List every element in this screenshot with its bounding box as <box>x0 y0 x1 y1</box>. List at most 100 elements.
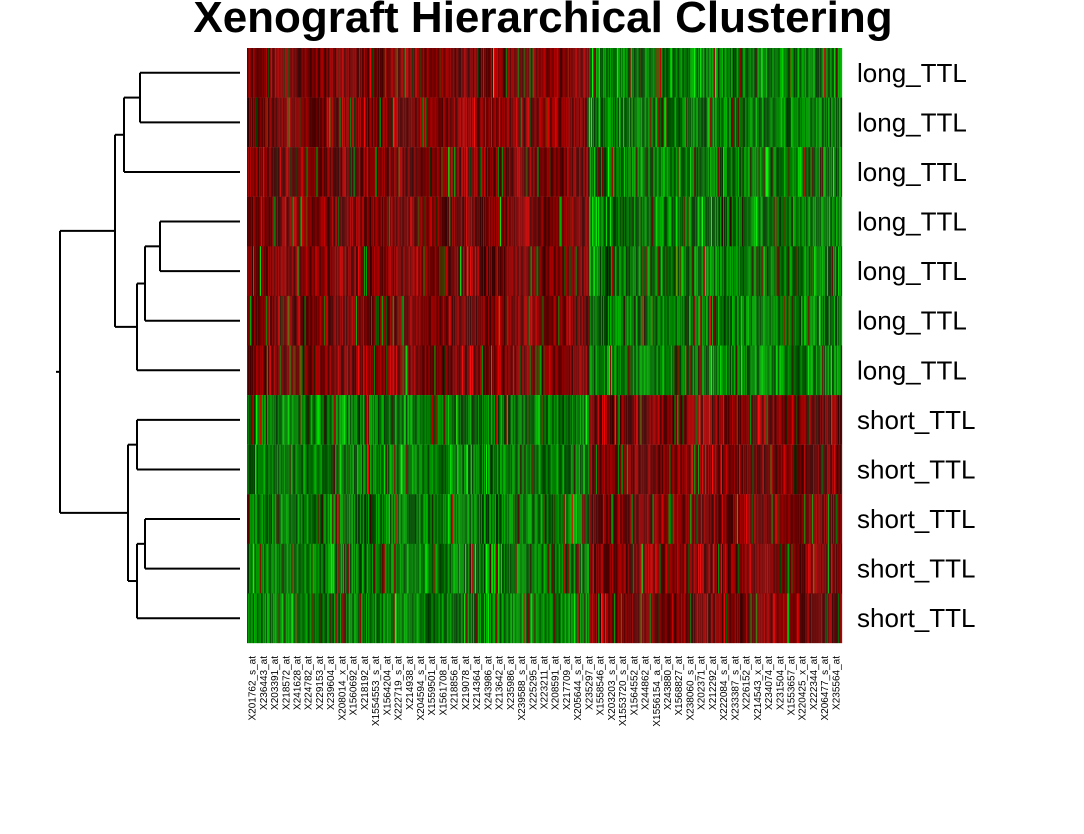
heatmap-cell <box>409 48 411 98</box>
heatmap-cell <box>696 147 698 197</box>
heatmap-cell <box>309 246 311 297</box>
heatmap-cell <box>331 395 333 445</box>
heatmap-cell <box>693 97 695 148</box>
heatmap-cell <box>592 196 594 247</box>
heatmap-cell <box>580 395 582 445</box>
heatmap-cell <box>433 97 435 148</box>
heatmap-cell <box>430 295 432 346</box>
heatmap-cell <box>266 196 268 247</box>
heatmap-cell <box>682 147 684 197</box>
heatmap-cell <box>412 48 414 98</box>
heatmap-cell <box>838 147 840 197</box>
heatmap-cell <box>513 395 515 445</box>
heatmap-cell <box>423 444 425 495</box>
heatmap-cell <box>493 97 496 148</box>
heatmap-cell <box>797 97 799 148</box>
heatmap-cell <box>827 147 829 197</box>
heatmap-cell <box>522 395 524 445</box>
heatmap-cell <box>688 48 690 98</box>
heatmap-cell <box>567 395 569 445</box>
heatmap-cell <box>420 147 422 197</box>
heatmap-cell <box>378 295 381 346</box>
heatmap-cell <box>372 196 375 247</box>
heatmap-cell <box>799 196 801 247</box>
heatmap-cell <box>375 345 378 396</box>
heatmap-cell <box>755 196 757 247</box>
heatmap-cell <box>387 345 389 396</box>
heatmap-cell <box>687 295 689 346</box>
heatmap-cell <box>261 345 264 396</box>
heatmap-cell <box>557 48 559 98</box>
heatmap-cell <box>821 395 823 445</box>
heatmap-cell <box>275 147 277 197</box>
heatmap-cell <box>328 246 330 297</box>
heatmap-cell <box>356 246 358 297</box>
heatmap-cell <box>509 97 511 148</box>
heatmap-cell <box>828 395 830 445</box>
heatmap-cell <box>281 196 283 247</box>
heatmap-cell <box>325 444 327 495</box>
heatmap-cell <box>282 295 284 346</box>
heatmap-cell <box>459 345 461 396</box>
heatmap-cell <box>518 295 520 346</box>
heatmap-cell <box>527 196 529 247</box>
heatmap-cell <box>782 196 784 247</box>
heatmap-cell <box>511 196 513 247</box>
heatmap-cell <box>718 295 720 346</box>
heatmap-cell <box>692 345 694 396</box>
heatmap-cell <box>340 395 342 445</box>
heatmap-cell <box>708 345 710 396</box>
heatmap-cell <box>414 48 416 98</box>
heatmap-cell <box>695 48 697 98</box>
heatmap-cell <box>611 48 614 98</box>
heatmap-cell <box>832 295 834 346</box>
heatmap-cell <box>552 246 554 297</box>
heatmap-cell <box>583 345 585 396</box>
heatmap-cell <box>663 196 665 247</box>
heatmap-cell <box>301 345 303 396</box>
heatmap-cell <box>808 97 810 148</box>
heatmap-cell <box>359 246 361 297</box>
heatmap-cell <box>437 345 439 396</box>
heatmap-cell <box>416 97 418 148</box>
heatmap-cell <box>272 444 274 495</box>
heatmap-cell <box>607 295 610 346</box>
heatmap-cell <box>485 196 487 247</box>
heatmap-cell <box>629 295 631 346</box>
heatmap-cell <box>649 196 651 247</box>
heatmap-cell <box>398 295 400 346</box>
heatmap-cell <box>314 295 316 346</box>
heatmap-cell <box>468 395 470 445</box>
heatmap-cell <box>717 395 719 445</box>
heatmap-cell <box>387 97 389 148</box>
heatmap-cell <box>773 246 775 297</box>
heatmap-cell <box>560 147 562 197</box>
heatmap-cell <box>366 246 369 297</box>
heatmap-cell <box>777 147 779 197</box>
heatmap-cell <box>688 395 690 445</box>
heatmap-cell <box>588 345 590 396</box>
heatmap-cell <box>698 395 700 445</box>
heatmap-cell <box>491 295 494 346</box>
heatmap-cell <box>526 295 528 346</box>
heatmap-cell <box>691 246 693 297</box>
heatmap-cell <box>352 345 354 396</box>
heatmap-cell <box>414 196 416 247</box>
heatmap-cell <box>436 295 438 346</box>
heatmap-cell <box>787 246 789 297</box>
heatmap-cell <box>741 345 743 396</box>
heatmap-cell <box>701 345 703 396</box>
heatmap-cell <box>538 97 540 148</box>
heatmap-cell <box>816 196 818 247</box>
heatmap-cell <box>290 48 292 98</box>
heatmap-cell <box>474 97 476 148</box>
heatmap-cell <box>796 97 798 148</box>
heatmap-cell <box>817 246 819 297</box>
heatmap-cell <box>481 295 483 346</box>
heatmap-cell <box>507 147 509 197</box>
heatmap-cell <box>410 345 412 396</box>
heatmap-cell <box>730 246 733 297</box>
heatmap-cell <box>818 147 820 197</box>
heatmap-cell <box>544 395 546 445</box>
heatmap-cell <box>406 48 408 98</box>
